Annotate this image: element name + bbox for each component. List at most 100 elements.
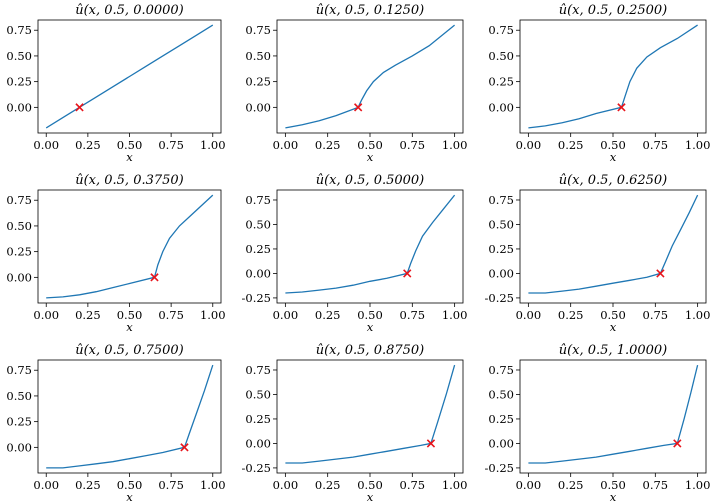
x-tick-label: 0.50 (117, 138, 143, 152)
marker-point (426, 439, 436, 448)
marker-stroke (617, 103, 626, 112)
y-tick-label: -0.25 (242, 291, 272, 305)
x-axis-label: x (367, 320, 374, 334)
x-tick-label: 0.25 (75, 478, 101, 492)
axes-frame (37, 189, 222, 304)
x-axis-label: x (610, 320, 617, 334)
y-tick-label: 0.75 (245, 363, 271, 377)
y-tick-label: 0.25 (488, 242, 514, 256)
axes-frame (276, 19, 464, 134)
x-tick-label: 0.00 (33, 138, 59, 152)
subplot-title: û(x, 0.5, 0.6250) (559, 173, 668, 188)
x-tick-label: 1.00 (200, 138, 226, 152)
marker-stroke (353, 103, 363, 112)
x-tick-label: 0.25 (75, 308, 101, 322)
x-tick-label: 0.25 (558, 478, 584, 492)
y-tick-label: 0.50 (245, 217, 271, 231)
x-tick-label: 0.00 (273, 138, 299, 152)
y-tick-label: 0.50 (6, 219, 32, 233)
x-axis-label: x (367, 150, 374, 164)
x-tick-label: 0.25 (558, 138, 584, 152)
marker-stroke (656, 269, 665, 278)
x-tick-label: 0.75 (158, 138, 184, 152)
y-tick-label: 0.00 (245, 100, 271, 114)
x-axis-label: x (367, 490, 374, 503)
x-tick-label: 0.50 (600, 478, 626, 492)
axes-frame (276, 189, 464, 304)
y-tick-label: 0.25 (488, 412, 514, 426)
x-tick-label: 0.25 (558, 308, 584, 322)
series-line (46, 194, 214, 299)
x-tick-label: 0.75 (400, 478, 426, 492)
x-tick-label: 1.00 (200, 308, 226, 322)
x-tick-label: 1.00 (442, 478, 468, 492)
series-line (285, 364, 456, 464)
x-tick-label: 0.00 (33, 308, 59, 322)
subplot-1: û(x, 0.5, 0.0000) 0.00 0.25 0.50 0.75 1.00 0.0… (6, 3, 225, 164)
x-tick-label: 0.00 (273, 478, 299, 492)
axes-frame (519, 359, 707, 474)
x-tick-label: 0.25 (315, 138, 341, 152)
y-tick-label: 0.75 (488, 363, 514, 377)
x-tick-label: 0.75 (643, 478, 669, 492)
subplot-title: û(x, 0.5, 1.0000) (559, 343, 668, 358)
y-tick-label: 0.25 (6, 415, 32, 429)
subplot-title: û(x, 0.5, 0.8750) (316, 343, 425, 358)
y-tick-label: 0.75 (245, 23, 271, 37)
y-tick-label: -0.25 (242, 461, 272, 475)
x-tick-label: 0.75 (400, 138, 426, 152)
series-line (285, 24, 456, 129)
subplot-3: û(x, 0.5, 0.2500) 0.00 0.25 0.50 0.75 1.00 0.0… (488, 3, 710, 164)
y-tick-label: -0.25 (485, 291, 515, 305)
series-line (45, 24, 214, 129)
y-tick-label: 0.00 (488, 266, 514, 280)
y-tick-label: 0.50 (488, 49, 514, 63)
y-tick-label: 0.75 (245, 193, 271, 207)
x-tick-label: 0.50 (600, 138, 626, 152)
marker-stroke (403, 269, 412, 278)
x-tick-label: 0.25 (315, 478, 341, 492)
marker-point (656, 269, 665, 278)
y-tick-label: 0.00 (488, 436, 514, 450)
x-tick-label: 0.00 (516, 138, 542, 152)
marker-point (403, 269, 412, 278)
x-tick-label: 0.75 (158, 478, 184, 492)
y-tick-label: 0.25 (245, 412, 271, 426)
subplot-title: û(x, 0.5, 0.5000) (316, 173, 425, 188)
marker-point (180, 443, 189, 452)
series-line (46, 364, 214, 469)
x-tick-label: 0.50 (600, 308, 626, 322)
y-tick-label: 0.75 (6, 23, 32, 37)
marker-point (353, 103, 363, 112)
x-tick-label: 0.50 (357, 138, 383, 152)
x-tick-label: 1.00 (200, 478, 226, 492)
x-tick-label: 0.50 (357, 478, 383, 492)
marker-point (75, 103, 84, 112)
marker-point (617, 103, 626, 112)
subplot-title: û(x, 0.5, 0.1250) (316, 3, 425, 18)
x-tick-label: 0.50 (117, 308, 143, 322)
subplot-5: û(x, 0.5, 0.5000) 0.00 0.25 0.50 0.75 1.00 -0.… (242, 173, 468, 334)
subplot-9: û(x, 0.5, 1.0000) 0.00 0.25 0.50 0.75 1.00 -0.… (485, 343, 711, 503)
x-tick-label: 0.00 (516, 478, 542, 492)
x-tick-label: 0.50 (357, 308, 383, 322)
series-line (528, 364, 699, 464)
subplot-title: û(x, 0.5, 0.3750) (75, 173, 184, 188)
x-tick-label: 1.00 (685, 308, 711, 322)
x-tick-label: 0.75 (643, 138, 669, 152)
x-tick-label: 0.25 (75, 138, 101, 152)
x-tick-label: 0.75 (158, 308, 184, 322)
series-line (528, 24, 698, 129)
marker-stroke (426, 439, 436, 448)
y-tick-label: 0.75 (6, 193, 32, 207)
subplot-7: û(x, 0.5, 0.7500) 0.00 0.25 0.50 0.75 1.00 0.0… (6, 343, 225, 503)
y-tick-label: 0.50 (6, 49, 32, 63)
marker-point (673, 439, 682, 448)
y-tick-label: -0.25 (485, 461, 515, 475)
marker-stroke (180, 443, 189, 452)
axes-frame (519, 19, 707, 134)
y-tick-label: 0.50 (488, 387, 514, 401)
x-axis-label: x (610, 150, 617, 164)
y-tick-label: 0.75 (488, 193, 514, 207)
